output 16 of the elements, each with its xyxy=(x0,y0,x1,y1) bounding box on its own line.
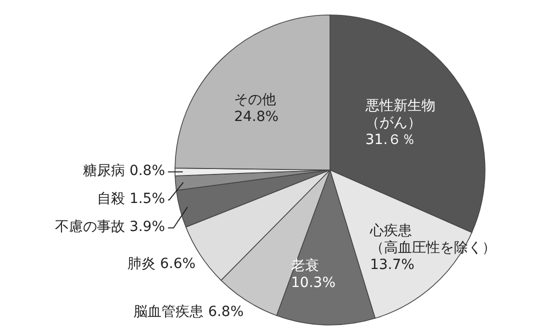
data-label: 24.8% xyxy=(234,109,280,126)
data-label: 1.5% xyxy=(129,191,166,208)
data-label: 31.６％ xyxy=(365,132,417,149)
slice-label: 悪性新生物（がん） xyxy=(365,98,436,132)
data-label: 10.3% xyxy=(291,275,336,292)
data-label: 0.8% xyxy=(129,163,166,180)
data-label: 13.7% xyxy=(370,257,416,274)
slice-label: 糖尿病 xyxy=(83,163,125,180)
slice-label: 肺炎 xyxy=(128,256,156,272)
slice-label: 脳血管疾患 xyxy=(134,304,204,320)
slice-label: 不慮の事故 xyxy=(55,219,125,236)
slice-label: 自殺 xyxy=(97,191,125,208)
data-label: 3.9% xyxy=(129,219,166,236)
slice-label: その他 xyxy=(234,92,278,110)
data-label: 6.6% xyxy=(160,256,196,272)
data-label: 6.8% xyxy=(208,304,244,320)
